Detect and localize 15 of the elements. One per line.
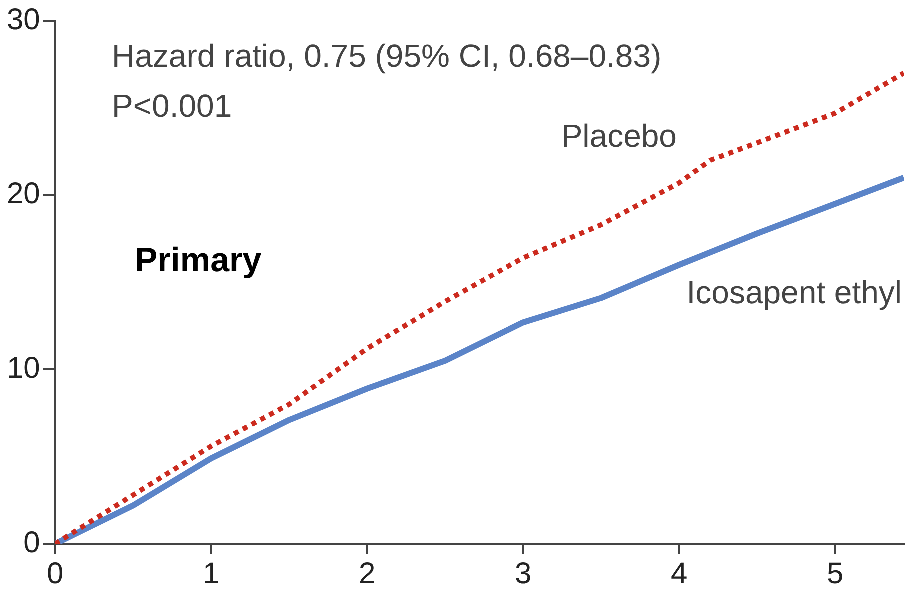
x-tick-label: 0 bbox=[47, 557, 64, 590]
x-tick-label: 5 bbox=[827, 557, 844, 590]
annotation: P<0.001 bbox=[112, 88, 232, 124]
x-tick-label: 1 bbox=[203, 557, 220, 590]
series-label: Icosapent ethyl bbox=[686, 274, 902, 311]
x-tick-label: 3 bbox=[515, 557, 532, 590]
y-tick-label: 30 bbox=[6, 3, 40, 36]
y-tick-label: 20 bbox=[6, 178, 40, 211]
y-tick-label: 10 bbox=[6, 352, 40, 385]
x-tick-label: 4 bbox=[671, 557, 688, 590]
x-tick-label: 2 bbox=[359, 557, 376, 590]
series-label: Placebo bbox=[561, 118, 677, 154]
y-tick-label: 0 bbox=[24, 526, 40, 560]
annotation: Hazard ratio, 0.75 (95% CI, 0.68–0.83) bbox=[112, 38, 662, 74]
annotation: Primary bbox=[135, 241, 262, 280]
